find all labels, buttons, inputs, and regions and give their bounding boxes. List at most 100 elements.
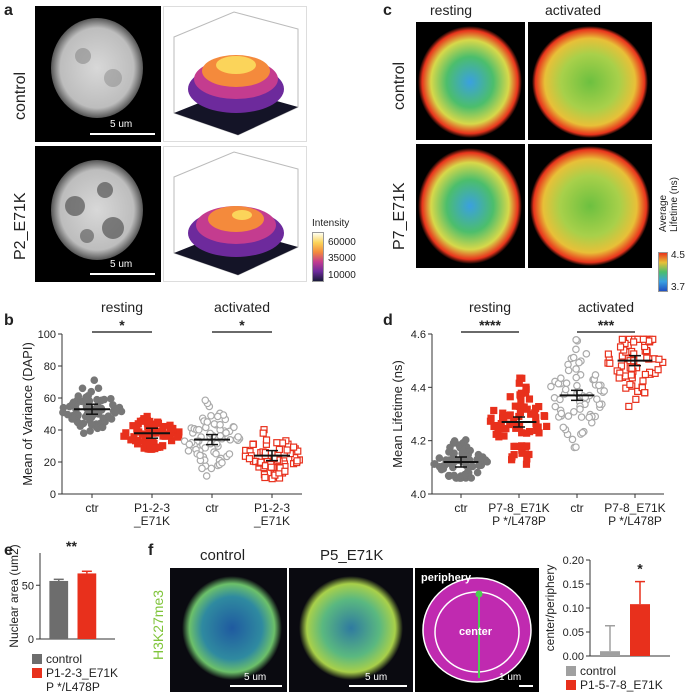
data-point-d	[561, 385, 570, 394]
data-point-d	[517, 396, 525, 404]
data-point-b	[207, 411, 215, 420]
y-tick-label-b: 40	[44, 425, 56, 437]
panel-label-d: d	[383, 312, 393, 329]
data-point-d	[570, 407, 578, 416]
bar-e	[49, 580, 69, 639]
data-point-b	[245, 455, 254, 463]
lifetime-colorbar-title: Average Lifetime (ns)	[658, 176, 680, 232]
chart-d: 4.0 4.2 4.4 4.6 Mean Lifetime (ns) ctr P7-8_E7…	[390, 299, 667, 528]
data-point-b	[107, 394, 115, 403]
data-point-d	[516, 374, 524, 382]
y-tick-label-b: 0	[50, 489, 56, 501]
data-point-d	[585, 413, 594, 422]
row-label-p2-a: P2_E71K	[12, 192, 29, 260]
data-point-b	[201, 444, 209, 452]
periphery-label: periphery	[421, 572, 472, 584]
legend-label-control-e: control	[46, 652, 83, 666]
data-point-d	[467, 474, 476, 482]
data-point-d	[473, 468, 482, 477]
data-point-d	[455, 474, 464, 482]
data-point-b	[213, 412, 222, 421]
panel-label-f: f	[148, 542, 154, 559]
data-point-d	[572, 443, 580, 451]
lifetime-colorbar	[658, 252, 668, 292]
data-point-d	[604, 350, 612, 358]
data-point-d	[639, 377, 647, 385]
data-point-b	[216, 432, 225, 440]
data-point-d	[617, 362, 626, 370]
data-point-d	[474, 450, 483, 459]
dapi-control-image: 5 um	[35, 6, 161, 142]
data-point-d	[591, 371, 600, 379]
data-point-b	[139, 417, 147, 425]
data-point-d	[575, 358, 583, 367]
bar-f	[600, 651, 620, 656]
data-point-b	[293, 457, 301, 465]
data-point-b	[218, 458, 226, 467]
data-point-b	[206, 439, 215, 448]
data-point-d	[654, 366, 662, 374]
data-point-d	[641, 389, 649, 397]
data-point-d	[435, 454, 444, 462]
data-point-d	[525, 450, 533, 459]
data-point-b	[150, 421, 159, 429]
data-point-b	[69, 413, 78, 422]
data-point-d	[564, 412, 573, 420]
data-point-b	[184, 447, 193, 455]
group-label-b: activated	[214, 299, 270, 315]
data-point-d	[632, 395, 640, 403]
row-label-h3k27me3: H3K27me3	[150, 589, 166, 660]
data-point-b	[122, 429, 130, 437]
data-point-d	[556, 395, 564, 404]
data-point-d	[616, 343, 625, 351]
data-point-b	[100, 395, 109, 404]
data-point-b	[166, 426, 175, 434]
y-tick-label-d: 4.0	[411, 489, 426, 501]
data-point-b	[86, 427, 94, 435]
data-point-d	[445, 448, 453, 456]
y-axis-label-b: Mean of Variance (DAPI)	[20, 342, 35, 486]
flim-resting-p7	[416, 144, 525, 268]
data-point-d	[572, 373, 581, 382]
data-point-d	[622, 384, 630, 392]
col-label-activated-c: activated	[545, 2, 602, 18]
chart-f: 0.00 0.05 0.10 0.15 0.20 center/periphery *	[543, 555, 670, 663]
data-point-d	[618, 335, 626, 343]
y-tick-label-b: 60	[44, 393, 56, 405]
data-point-b	[203, 418, 212, 426]
data-point-d	[551, 402, 560, 411]
group-label-b: resting	[101, 299, 143, 315]
data-point-b	[273, 439, 281, 447]
data-point-d	[516, 408, 525, 417]
y-tick-label-b: 100	[38, 329, 56, 341]
y-tick-label-f: 0.15	[563, 579, 584, 591]
legend-swatch-mutant-f	[566, 680, 576, 690]
data-point-d	[557, 409, 566, 418]
x-tick-label-b: P1-2-3 _E71K	[253, 501, 290, 528]
data-point-d	[593, 395, 601, 403]
y-tick-label-f: 0.20	[563, 555, 584, 567]
data-point-d	[606, 359, 614, 367]
y-tick-label-d: 4.4	[411, 382, 426, 394]
y-axis-label-f: center/periphery	[543, 565, 557, 652]
h3k-p5-image: 5 um	[289, 568, 413, 692]
x-tick-label-d: P7-8_E71K P */L478P	[488, 501, 549, 528]
data-point-b	[195, 425, 203, 434]
data-point-d	[490, 406, 498, 415]
data-point-d	[543, 422, 551, 431]
data-point-d	[569, 353, 578, 362]
panel-label-c: c	[383, 2, 392, 19]
data-point-d	[535, 402, 543, 411]
y-tick-label-d: 4.6	[411, 329, 426, 341]
dapi-3d-control	[163, 6, 307, 142]
data-point-b	[59, 408, 67, 417]
legend-e: control P1-2-3_E71K P */L478P	[32, 652, 118, 694]
x-tick-label-d: ctr	[570, 501, 583, 515]
data-point-d	[525, 395, 534, 403]
sig-label-f: *	[637, 561, 643, 577]
data-point-d	[461, 436, 470, 444]
bar-f	[630, 604, 650, 656]
data-point-d	[577, 413, 586, 421]
